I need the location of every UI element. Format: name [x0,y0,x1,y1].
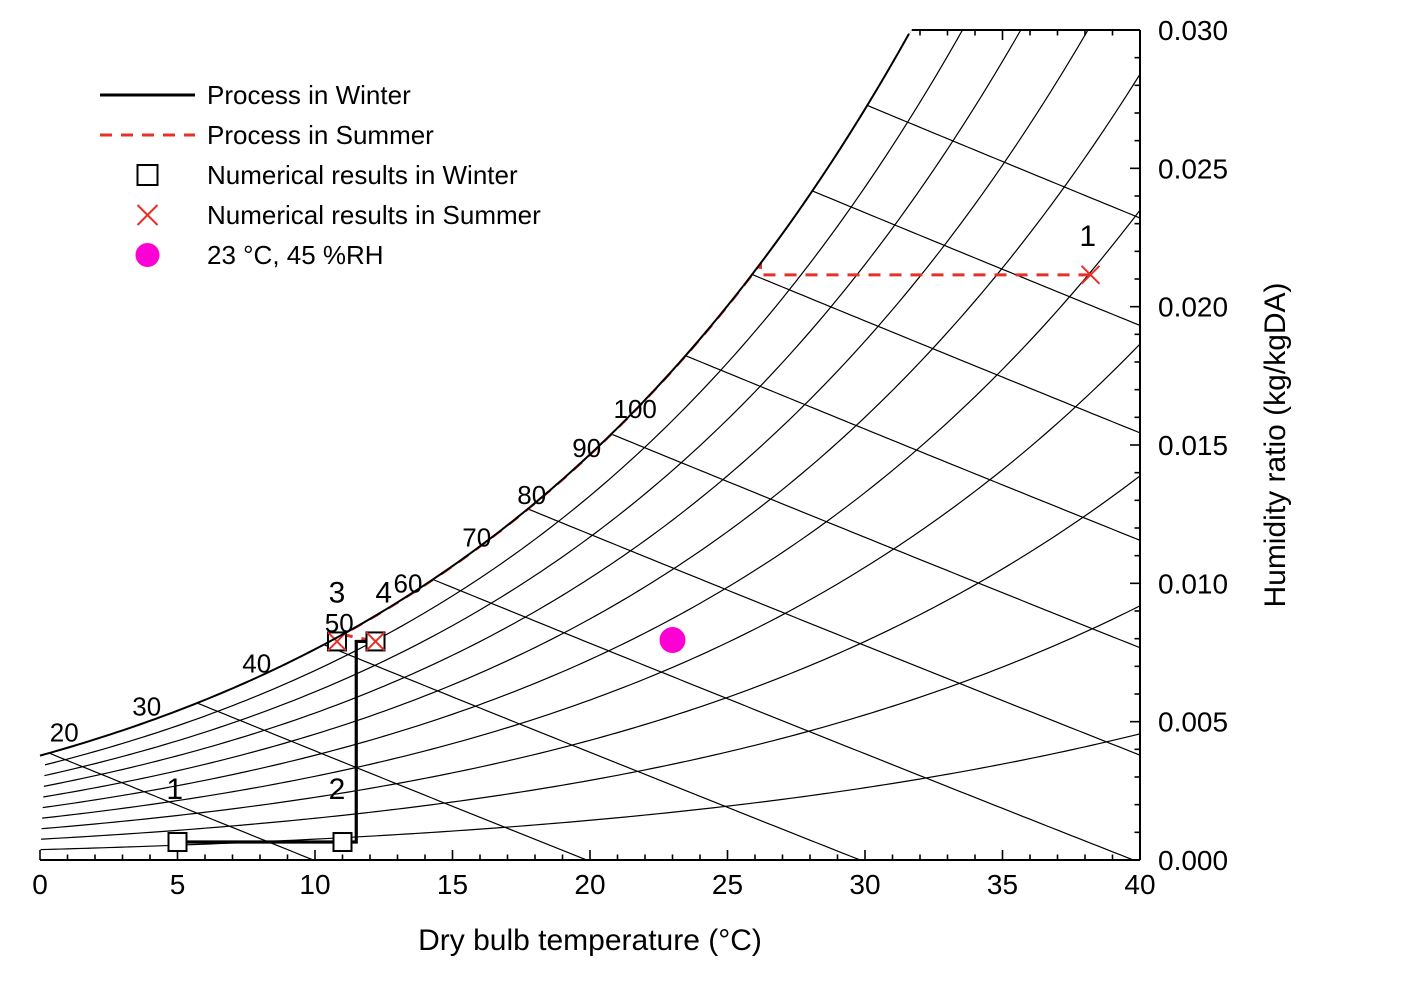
enthalpy-line [40,307,1140,755]
y-tick-label: 0.030 [1158,15,1228,46]
legend-swatch-dot [136,243,160,267]
legend: Process in Winter Process in Summer Numeri… [100,80,541,270]
rh-label: 60 [394,568,423,598]
point-annotation: 3 [329,577,346,610]
y-tick-label: 0.010 [1158,568,1228,599]
y-tick-label: 0.015 [1158,430,1228,461]
y-tick-label: 0.025 [1158,153,1228,184]
legend-label: Numerical results in Summer [207,200,541,230]
y-axis-label: Humidity ratio (kg/kgDA) [1259,282,1292,607]
x-tick-label: 25 [712,869,743,900]
rh-curve [40,0,1140,787]
point-annotation: 1 [166,773,183,806]
point-annotation: 4 [375,577,392,610]
legend-label: Numerical results in Winter [207,160,518,190]
x-axis-label: Dry bulb temperature (°C) [418,924,762,957]
rh-curve [40,0,1140,756]
y-tick-label: 0.020 [1158,292,1228,323]
x-tick-label: 15 [437,869,468,900]
rh-label: 20 [50,718,79,748]
point-annotation: 1 [1079,220,1096,253]
enthalpy-line [40,196,1140,647]
y-tick-label: 0.000 [1158,845,1228,876]
chart-svg: 2030405060708090100123410510152025303540… [0,0,1404,996]
square-marker [169,833,187,851]
x-tick-label: 30 [849,869,880,900]
rh-curve [40,210,1140,808]
y-tick-label: 0.005 [1158,707,1228,738]
point-annotation: 2 [329,773,346,806]
x-tick-label: 35 [987,869,1018,900]
x-tick-label: 0 [32,869,48,900]
enthalpy-line [40,528,1140,970]
saturation-boundary [40,34,909,756]
square-marker [138,165,158,185]
enthalpy-line [40,0,1140,433]
rh-label: 50 [325,608,354,638]
x-tick-label: 40 [1124,869,1155,900]
rh-curve [40,606,1140,839]
x-tick-label: 10 [299,869,330,900]
legend-label: Process in Summer [207,120,434,150]
enthalpy-line [40,86,1140,541]
rh-curve [40,734,1140,850]
target-point [660,627,686,653]
psychrometric-chart: 2030405060708090100123410510152025303540… [0,0,1404,996]
x-tick-label: 20 [574,869,605,900]
x-tick-label: 5 [170,869,186,900]
legend-label: 23 °C, 45 %RH [207,240,384,270]
enthalpy-line [40,0,1140,325]
legend-label: Process in Winter [207,80,411,110]
rh-curve [40,0,1140,766]
rh-curve [40,476,1140,829]
rh-label: 30 [132,692,161,722]
square-marker [334,833,352,851]
